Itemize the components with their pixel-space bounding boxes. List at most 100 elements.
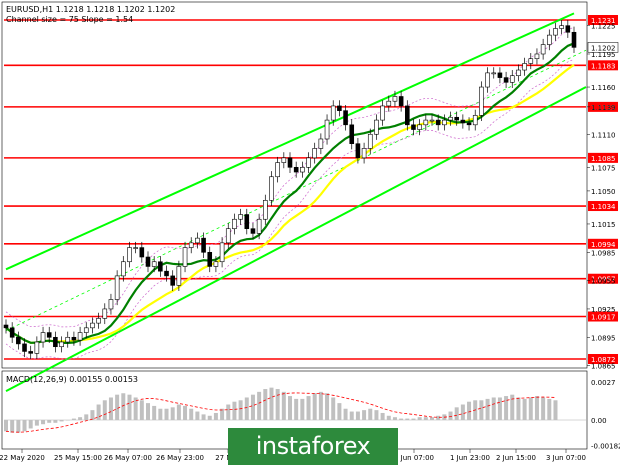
- level-label: 1.0872: [591, 356, 616, 364]
- macd-bar: [250, 394, 255, 420]
- candle-body: [374, 119, 379, 135]
- candle-body: [28, 351, 33, 354]
- macd-indicator: 0.0027 0.00 -0.00182: [4, 379, 620, 451]
- price-tick-label: 1.0985: [591, 249, 616, 257]
- macd-bar: [195, 411, 200, 420]
- macd-bar: [355, 411, 360, 420]
- candle-body: [472, 115, 478, 126]
- channel-mid-line: [5, 49, 587, 332]
- candle-body: [571, 31, 577, 48]
- macd-bar: [158, 408, 163, 420]
- candle-body: [312, 148, 317, 159]
- candle-body: [219, 242, 225, 263]
- candle-body: [318, 138, 324, 149]
- candle-body: [547, 34, 552, 45]
- candle-body: [337, 105, 342, 111]
- macd-bar: [522, 398, 527, 420]
- macd-bar: [213, 412, 218, 420]
- macd-bar: [102, 400, 107, 420]
- macd-bar: [133, 397, 138, 420]
- price-tick-label: 1.0955: [591, 278, 616, 286]
- macd-bar: [485, 398, 490, 420]
- macd-bar: [281, 391, 286, 420]
- macd-bar: [22, 420, 27, 432]
- candle-body: [201, 237, 206, 253]
- macd-bar: [41, 420, 46, 425]
- price-tick-label: 1.0925: [591, 306, 616, 314]
- level-label-bg: [588, 101, 618, 112]
- candle-body: [485, 72, 490, 88]
- macd-bar: [10, 420, 15, 433]
- candle-body: [466, 122, 472, 126]
- macd-bar: [170, 407, 175, 420]
- macd-bar: [337, 403, 342, 420]
- level-label: 1.0994: [591, 241, 616, 249]
- candle-body: [392, 96, 398, 102]
- macd-bar: [392, 417, 397, 420]
- ma-fast-line: [5, 42, 575, 344]
- level-label-bg: [588, 311, 618, 322]
- macd-bar: [90, 410, 95, 420]
- macd-bar: [232, 401, 237, 420]
- macd-bar: [331, 397, 336, 420]
- price-axis: 1.12251.11951.11601.11391.11101.10751.10…: [587, 23, 619, 371]
- macd-bar: [504, 396, 509, 420]
- time-label: 25 May 15:00: [54, 454, 102, 462]
- macd-bar: [386, 415, 391, 420]
- macd-bar: [349, 411, 354, 420]
- time-label: 1 Jun 23:00: [450, 454, 490, 462]
- macd-bar: [399, 418, 404, 420]
- macd-bar: [275, 389, 280, 420]
- macd-bar: [547, 398, 552, 420]
- candle-body: [225, 228, 231, 244]
- price-tick-label: 1.1075: [591, 164, 616, 172]
- candle-body: [102, 308, 108, 319]
- candle-body: [170, 275, 175, 286]
- candle-body: [330, 105, 336, 121]
- candle-body: [9, 327, 15, 338]
- candle-body: [133, 247, 138, 249]
- candle-body: [114, 275, 120, 300]
- time-label: 2 Jun 15:00: [496, 454, 536, 462]
- macd-bar: [226, 404, 231, 420]
- candle-body: [22, 343, 27, 352]
- macd-bar: [306, 396, 311, 420]
- macd-bar: [28, 420, 33, 429]
- candle-body: [454, 116, 459, 121]
- level-label-bg: [588, 60, 618, 71]
- macd-bar: [152, 405, 157, 420]
- main-pane-border: [1, 1, 588, 369]
- candle-body: [121, 261, 126, 277]
- macd-bar: [257, 391, 262, 420]
- candle-body: [182, 247, 188, 267]
- macd-bar: [201, 414, 206, 420]
- price-tick-label: 1.1050: [591, 188, 616, 196]
- candle-body: [244, 214, 250, 229]
- candle-body: [516, 69, 521, 77]
- macd-bar: [460, 404, 465, 420]
- price-tick-label: 1.1110: [591, 131, 616, 139]
- macd-bar: [534, 396, 539, 420]
- macd-bar: [411, 418, 416, 420]
- macd-bar: [108, 397, 113, 420]
- candle-body: [448, 116, 453, 121]
- candle-body: [553, 28, 558, 36]
- candle-body: [207, 251, 213, 267]
- macd-bar: [374, 410, 379, 420]
- macd-bar: [127, 394, 132, 420]
- macd-bar: [220, 408, 225, 420]
- macd-bar: [207, 415, 212, 420]
- candle-body: [398, 96, 404, 107]
- candle-body: [77, 332, 83, 341]
- time-label: 1 Jun 07:00: [394, 454, 434, 462]
- macd-bar: [244, 397, 249, 420]
- level-label-bg: [588, 201, 618, 212]
- macd-bar: [176, 404, 181, 420]
- macd-bar: [510, 394, 515, 420]
- candle-body: [479, 86, 484, 116]
- level-label-bg: [588, 273, 618, 284]
- candle-body: [300, 167, 305, 173]
- macd-bar: [300, 398, 305, 420]
